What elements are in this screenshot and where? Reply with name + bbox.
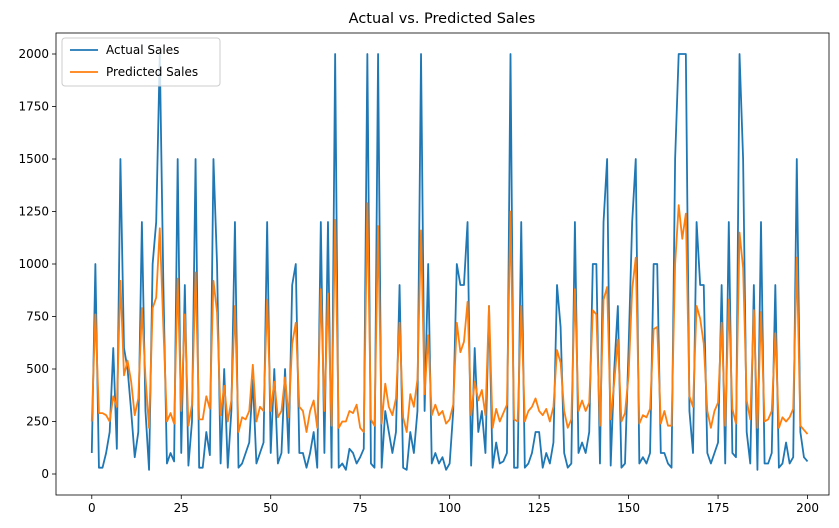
chart-title: Actual vs. Predicted Sales <box>349 11 536 27</box>
y-tick-label: 1250 <box>18 205 49 219</box>
y-tick-label: 750 <box>26 310 49 324</box>
series-layer <box>90 53 809 471</box>
legend: Actual Sales Predicted Sales <box>61 37 221 87</box>
x-tick-label: 100 <box>438 501 461 515</box>
axes-layer: 0 25 50 75 100 125 150 175 200025050075010001250… <box>18 32 830 515</box>
y-tick-label: 1750 <box>18 100 49 114</box>
x-tick-label: 175 <box>707 501 730 515</box>
y-tick-label: 1000 <box>18 257 49 271</box>
legend-frame <box>61 37 221 87</box>
x-tick-label: 125 <box>528 501 551 515</box>
series-line-predicted <box>90 202 809 435</box>
y-tick-label: 2000 <box>18 47 49 61</box>
x-tick-label: 50 <box>263 501 278 515</box>
plot-area <box>56 33 829 495</box>
legend-label-predicted: Predicted Sales <box>106 65 198 79</box>
x-tick-label: 75 <box>353 501 368 515</box>
y-tick-label: 250 <box>26 415 49 429</box>
y-tick-label: 500 <box>26 362 49 376</box>
x-tick-label: 0 <box>88 501 96 515</box>
legend-label-actual: Actual Sales <box>106 43 179 57</box>
y-tick-label: 1500 <box>18 152 49 166</box>
x-tick-label: 150 <box>617 501 640 515</box>
x-tick-label: 200 <box>796 501 819 515</box>
x-tick-label: 25 <box>174 501 189 515</box>
y-tick-label: 0 <box>41 467 49 481</box>
